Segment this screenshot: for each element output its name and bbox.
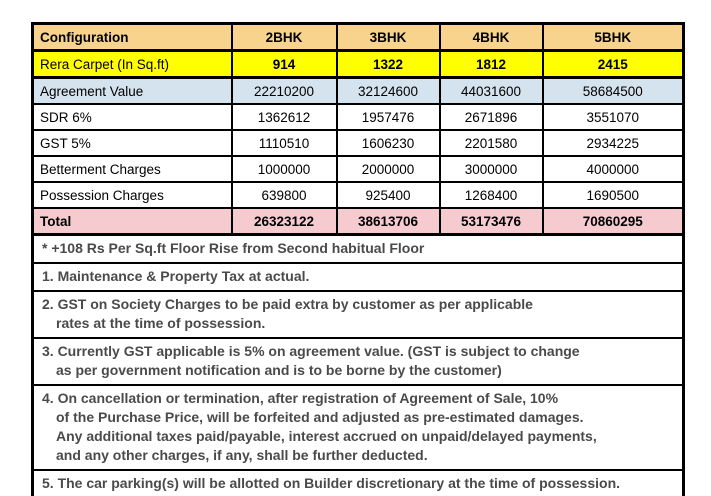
note-line: 3. Currently GST applicable is 5% on agr… [42, 343, 580, 359]
note-text: 1. Maintenance & Property Tax at actual. [31, 262, 685, 292]
table-row-possession-charges: Possession Charges 639800 925400 1268400… [31, 181, 685, 209]
note-text: 3. Currently GST applicable is 5% on agr… [31, 337, 685, 386]
note-row-3: 3. Currently GST applicable is 5% on agr… [31, 337, 685, 386]
note-row-5: 5. The car parking(s) will be allotted o… [31, 469, 685, 496]
note-line: 1. Maintenance & Property Tax at actual. [42, 268, 310, 284]
note-row-2: 2. GST on Society Charges to be paid ext… [31, 290, 685, 339]
cell-value: 925400 [335, 181, 441, 209]
cell-value: 1606230 [335, 129, 441, 157]
note-line: as per government notification and is to… [56, 362, 502, 378]
column-header-2bhk: 2BHK [230, 22, 338, 52]
row-label: Agreement Value [31, 76, 233, 105]
note-text: 2. GST on Society Charges to be paid ext… [31, 290, 685, 339]
column-header-5bhk: 5BHK [541, 22, 685, 52]
cell-value: 44031600 [438, 76, 544, 105]
cell-value: 3551070 [541, 103, 685, 131]
cell-value: 1957476 [335, 103, 441, 131]
table-row-total: Total 26323122 38613706 53173476 7086029… [31, 207, 685, 236]
row-label: Possession Charges [31, 181, 233, 209]
table-header-row: Configuration 2BHK 3BHK 4BHK 5BHK [31, 22, 685, 52]
note-row-4: 4. On cancellation or termination, after… [31, 384, 685, 471]
note-text: 5. The car parking(s) will be allotted o… [31, 469, 685, 496]
table-row-rera-carpet: Rera Carpet (In Sq.ft) 914 1322 1812 241… [31, 49, 685, 79]
cell-value: 2934225 [541, 129, 685, 157]
cell-value: 2671896 [438, 103, 544, 131]
cell-value: 38613706 [335, 207, 441, 236]
cell-value: 4000000 [541, 155, 685, 183]
note-line: * +108 Rs Per Sq.ft Floor Rise from Seco… [42, 240, 425, 256]
cell-value: 2415 [541, 49, 685, 79]
note-line: Any additional taxes paid/payable, inter… [56, 428, 597, 444]
cell-value: 26323122 [230, 207, 338, 236]
cell-value: 1812 [438, 49, 544, 79]
cell-value: 1110510 [230, 129, 338, 157]
table-row-betterment-charges: Betterment Charges 1000000 2000000 30000… [31, 155, 685, 183]
row-label: GST 5% [31, 129, 233, 157]
note-line: 2. GST on Society Charges to be paid ext… [42, 296, 533, 312]
cell-value: 1362612 [230, 103, 338, 131]
cell-value: 2201580 [438, 129, 544, 157]
cell-value: 3000000 [438, 155, 544, 183]
column-header-configuration: Configuration [31, 22, 233, 52]
cell-value: 53173476 [438, 207, 544, 236]
note-text: * +108 Rs Per Sq.ft Floor Rise from Seco… [31, 233, 685, 264]
note-line: 4. On cancellation or termination, after… [42, 390, 559, 406]
cell-value: 1322 [335, 49, 441, 79]
cell-value: 1268400 [438, 181, 544, 209]
cell-value: 32124600 [335, 76, 441, 105]
note-line: and any other charges, if any, shall be … [56, 447, 428, 463]
note-text: 4. On cancellation or termination, after… [31, 384, 685, 471]
row-label: Total [31, 207, 233, 236]
cell-value: 914 [230, 49, 338, 79]
note-row-1: 1. Maintenance & Property Tax at actual. [31, 262, 685, 292]
cell-value: 1690500 [541, 181, 685, 209]
row-label: Betterment Charges [31, 155, 233, 183]
cell-value: 58684500 [541, 76, 685, 105]
note-row-floor-rise: * +108 Rs Per Sq.ft Floor Rise from Seco… [31, 233, 685, 264]
cell-value: 2000000 [335, 155, 441, 183]
cell-value: 639800 [230, 181, 338, 209]
price-table: Configuration 2BHK 3BHK 4BHK 5BHK Rera C… [31, 22, 685, 496]
column-header-3bhk: 3BHK [335, 22, 441, 52]
cell-value: 70860295 [541, 207, 685, 236]
column-header-4bhk: 4BHK [438, 22, 544, 52]
note-line: of the Purchase Price, will be forfeited… [56, 409, 584, 425]
table-row-sdr: SDR 6% 1362612 1957476 2671896 3551070 [31, 103, 685, 131]
row-label: Rera Carpet (In Sq.ft) [31, 49, 233, 79]
note-line: 5. The car parking(s) will be allotted o… [42, 475, 621, 491]
table-row-agreement-value: Agreement Value 22210200 32124600 440316… [31, 76, 685, 105]
table-row-gst: GST 5% 1110510 1606230 2201580 2934225 [31, 129, 685, 157]
cell-value: 22210200 [230, 76, 338, 105]
row-label: SDR 6% [31, 103, 233, 131]
note-line: rates at the time of possession. [56, 315, 266, 331]
cell-value: 1000000 [230, 155, 338, 183]
